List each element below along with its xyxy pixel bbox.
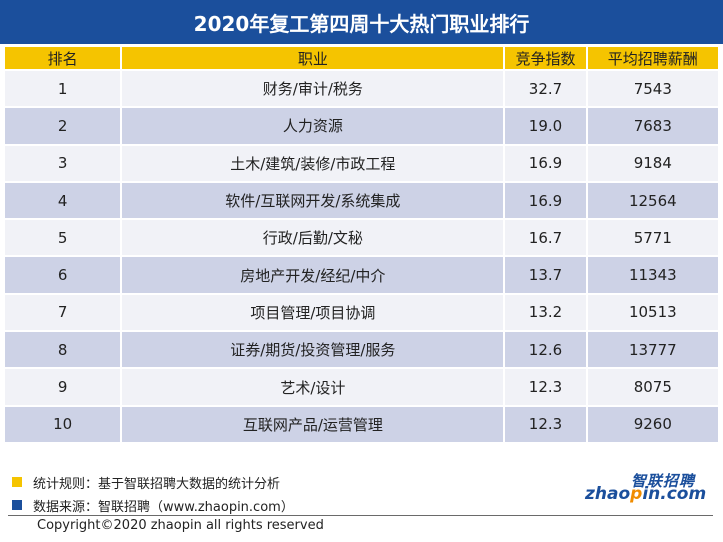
footer-divider (8, 515, 713, 516)
occupation-cell: 人力资源 (122, 108, 504, 144)
occupation-cell: 互联网产品/运营管理 (122, 406, 504, 442)
competition-index-cell: 16.7 (505, 220, 586, 256)
ranking-table: 排名 职业 竞争指数 平均招聘薪酬 1 财务/审计/税务 32.7 7543 2 人力资源… (3, 45, 720, 444)
competition-index-cell: 16.9 (505, 182, 586, 219)
avg-salary-cell: 11343 (587, 257, 718, 293)
competition-index-cell: 13.2 (505, 294, 586, 331)
avg-salary-cell: 7683 (587, 108, 718, 144)
occupation-cell: 证券/期货/投资管理/服务 (122, 332, 504, 368)
table-row: 1 财务/审计/税务 32.7 7543 (5, 71, 718, 107)
table-row: 3 土木/建筑/装修/市政工程 16.9 9184 (5, 145, 718, 181)
rank-cell: 1 (5, 71, 121, 107)
chart-title-bar: 2020年复工第四周十大热门职业排行 (0, 0, 723, 44)
rank-cell: 2 (5, 108, 121, 144)
header-competition-index: 竞争指数 (505, 47, 586, 69)
table-row: 9 艺术/设计 12.3 8075 (5, 369, 718, 405)
table-row: 2 人力资源 19.0 7683 (5, 108, 718, 144)
logo-cn-text: 智联招聘 (630, 472, 695, 490)
occupation-cell: 软件/互联网开发/系统集成 (122, 182, 504, 219)
avg-salary-cell: 9184 (587, 145, 718, 181)
chart-title: 2020年复工第四周十大热门职业排行 (193, 11, 530, 36)
avg-salary-cell: 13777 (587, 332, 718, 368)
rank-cell: 10 (5, 406, 121, 442)
blue-square-icon (12, 500, 22, 510)
header-rank: 排名 (5, 47, 121, 69)
rank-cell: 8 (5, 332, 121, 368)
table-row: 10 互联网产品/运营管理 12.3 9260 (5, 406, 718, 442)
competition-index-cell: 16.9 (505, 145, 586, 181)
competition-index-cell: 12.3 (505, 369, 586, 405)
competition-index-cell: 19.0 (505, 108, 586, 144)
note-rule: 统计规则：基于智联招聘大数据的统计分析 (12, 471, 294, 493)
rank-cell: 5 (5, 220, 121, 256)
occupation-cell: 房地产开发/经纪/中介 (122, 257, 504, 293)
avg-salary-cell: 7543 (587, 71, 718, 107)
table-row: 4 软件/互联网开发/系统集成 16.9 12564 (5, 182, 718, 219)
avg-salary-cell: 9260 (587, 406, 718, 442)
occupation-cell: 项目管理/项目协调 (122, 294, 504, 331)
rank-cell: 6 (5, 257, 121, 293)
table-row: 6 房地产开发/经纪/中介 13.7 11343 (5, 257, 718, 293)
note-rule-text: 统计规则：基于智联招聘大数据的统计分析 (33, 476, 281, 492)
rank-cell: 4 (5, 182, 121, 219)
occupation-cell: 行政/后勤/文秘 (122, 220, 504, 256)
notes: 统计规则：基于智联招聘大数据的统计分析 数据来源：智联招聘（www.zhaopi… (12, 471, 294, 517)
table-row: 7 项目管理/项目协调 13.2 10513 (5, 294, 718, 331)
avg-salary-cell: 8075 (587, 369, 718, 405)
competition-index-cell: 12.6 (505, 332, 586, 368)
competition-index-cell: 32.7 (505, 71, 586, 107)
avg-salary-cell: 12564 (587, 182, 718, 219)
occupation-cell: 土木/建筑/装修/市政工程 (122, 145, 504, 181)
header-occupation: 职业 (122, 47, 504, 69)
occupation-cell: 财务/审计/税务 (122, 71, 504, 107)
competition-index-cell: 13.7 (505, 257, 586, 293)
note-source-text: 数据来源：智联招聘（www.zhaopin.com） (33, 499, 294, 515)
table-body: 1 财务/审计/税务 32.7 7543 2 人力资源 19.0 7683 3 土木/建筑/装修/… (5, 71, 718, 442)
header-avg-salary: 平均招聘薪酬 (587, 47, 718, 69)
occupation-cell: 艺术/设计 (122, 369, 504, 405)
logo-en-prefix: zhao (585, 484, 631, 504)
table-row: 8 证券/期货/投资管理/服务 12.6 13777 (5, 332, 718, 368)
competition-index-cell: 12.3 (505, 406, 586, 442)
zhaopin-logo: 智联招聘 zhaopin.com (585, 470, 706, 512)
note-source: 数据来源：智联招聘（www.zhaopin.com） (12, 494, 294, 516)
avg-salary-cell: 5771 (587, 220, 718, 256)
rank-cell: 9 (5, 369, 121, 405)
logo-en-text: zhaopin.com (585, 484, 706, 504)
logo-en-dot: p (630, 484, 643, 504)
table-header-row: 排名 职业 竞争指数 平均招聘薪酬 (5, 47, 718, 69)
table-row: 5 行政/后勤/文秘 16.7 5771 (5, 220, 718, 256)
copyright-text: Copyright©2020 zhaopin all rights reserv… (37, 518, 324, 533)
avg-salary-cell: 10513 (587, 294, 718, 331)
rank-cell: 3 (5, 145, 121, 181)
rank-cell: 7 (5, 294, 121, 331)
logo-en-suffix: in.com (642, 484, 707, 504)
yellow-square-icon (12, 477, 22, 487)
